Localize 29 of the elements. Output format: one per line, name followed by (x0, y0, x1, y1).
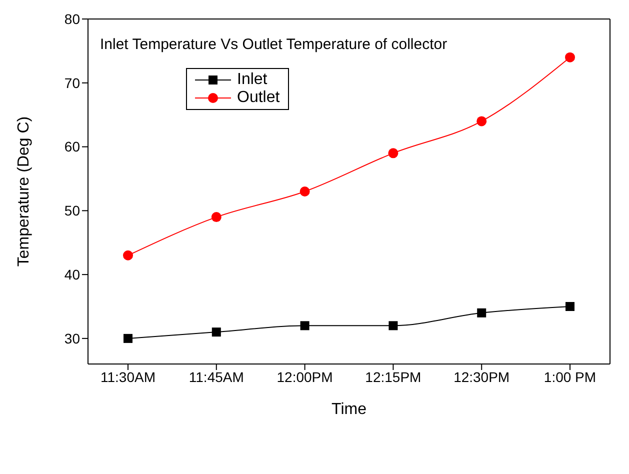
point (300, 321, 310, 330)
x-tick-label: 12:15PM (365, 368, 422, 385)
x-tick-label: 12:30PM (454, 368, 510, 385)
point (388, 321, 398, 330)
text: Inlet Temperature Vs Outlet Temperature of collector (100, 36, 448, 53)
x-tick-label: 12:00PM (276, 368, 333, 385)
point (566, 302, 574, 311)
y-tick-label: 40 (64, 266, 80, 283)
point (211, 212, 222, 222)
point (388, 148, 398, 158)
legend-label: Inlet (237, 71, 268, 89)
y-axis-title: Temperature (Deg C) (16, 116, 33, 267)
point (477, 308, 486, 318)
point (123, 250, 133, 260)
x-tick-label: 11:30AM (100, 368, 156, 385)
y-tick-label: 50 (64, 202, 80, 219)
legend-label: Outlet (237, 89, 280, 107)
x-tick-label: 11:45AM (188, 368, 244, 385)
point (476, 116, 487, 126)
point (300, 186, 310, 196)
x-axis-title: Time (332, 401, 367, 418)
point (212, 328, 221, 337)
x-tick-label: 1:00 PM (544, 368, 596, 385)
y-tick-label: 60 (64, 138, 80, 155)
point (565, 52, 575, 62)
point (124, 334, 132, 343)
y-tick-label: 30 (64, 330, 80, 346)
y-tick-label: 70 (64, 74, 80, 91)
y-tick-label: 80 (64, 10, 80, 27)
